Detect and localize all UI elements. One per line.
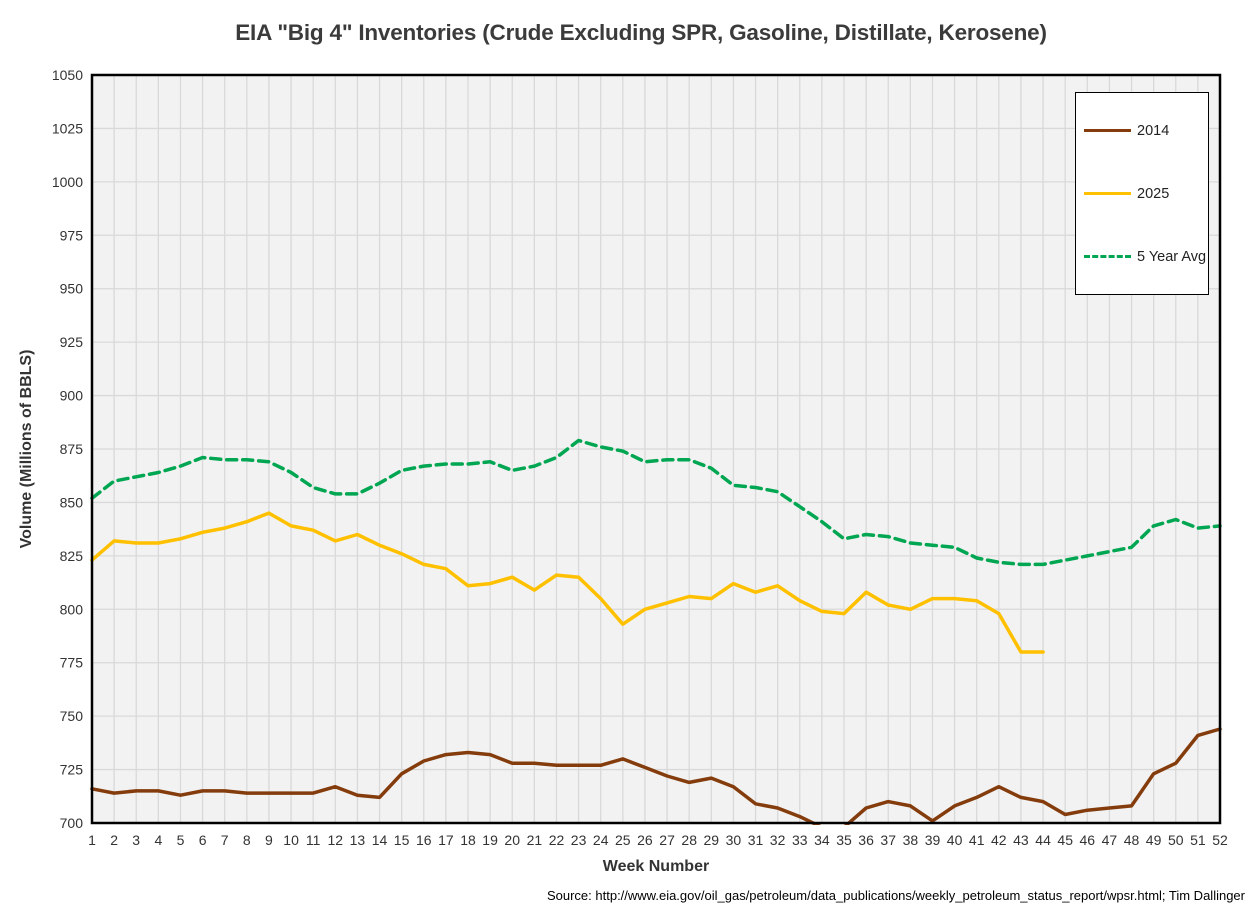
svg-text:17: 17 xyxy=(438,832,454,848)
gridlines xyxy=(91,74,1221,824)
x-axis-tick-labels: 1 2 3 4 5 6 7 8 9 10 11 12 13 14 15 16 17 18 19 20 21 22 23 24 2… xyxy=(88,832,1228,848)
svg-text:900: 900 xyxy=(60,388,84,404)
series-2014-line xyxy=(90,727,1222,825)
legend-line-5yr-avg xyxy=(1084,255,1131,258)
svg-text:10: 10 xyxy=(283,832,299,848)
svg-text:14: 14 xyxy=(372,832,388,848)
svg-text:31: 31 xyxy=(748,832,764,848)
svg-text:30: 30 xyxy=(726,832,742,848)
svg-text:29: 29 xyxy=(704,832,720,848)
svg-text:800: 800 xyxy=(60,601,84,617)
svg-text:11: 11 xyxy=(306,832,321,848)
svg-text:1000: 1000 xyxy=(52,174,83,190)
y-axis-tick-labels: 700 725 750 775 800 825 850 875 900 925 950 975 1000… xyxy=(52,67,83,831)
svg-text:875: 875 xyxy=(60,441,84,457)
svg-text:44: 44 xyxy=(1035,832,1051,848)
svg-text:5: 5 xyxy=(177,832,185,848)
legend-item-2025: 2025 xyxy=(1076,186,1208,202)
svg-text:2: 2 xyxy=(110,832,118,848)
svg-text:22: 22 xyxy=(549,832,565,848)
svg-text:47: 47 xyxy=(1102,832,1118,848)
svg-text:950: 950 xyxy=(60,281,84,297)
legend-label-2025: 2025 xyxy=(1137,185,1170,202)
svg-text:34: 34 xyxy=(814,832,830,848)
svg-text:49: 49 xyxy=(1146,832,1162,848)
legend-label-2014: 2014 xyxy=(1137,122,1170,139)
svg-text:33: 33 xyxy=(792,832,808,848)
legend-line-2014 xyxy=(1084,129,1131,132)
svg-text:28: 28 xyxy=(681,832,697,848)
svg-text:46: 46 xyxy=(1080,832,1096,848)
svg-text:45: 45 xyxy=(1057,832,1073,848)
svg-text:36: 36 xyxy=(858,832,874,848)
svg-text:6: 6 xyxy=(199,832,207,848)
svg-text:20: 20 xyxy=(504,832,520,848)
legend-label-5yr-avg: 5 Year Avg xyxy=(1137,248,1207,265)
series-5-year-avg-line xyxy=(90,438,1222,567)
plot-border xyxy=(90,73,1222,825)
svg-text:37: 37 xyxy=(880,832,896,848)
svg-text:850: 850 xyxy=(60,494,84,510)
svg-text:40: 40 xyxy=(947,832,963,848)
svg-text:7: 7 xyxy=(221,832,229,848)
chart-title: EIA "Big 4" Inventories (Crude Excluding… xyxy=(235,20,1047,45)
svg-text:51: 51 xyxy=(1190,832,1206,848)
svg-text:8: 8 xyxy=(243,832,251,848)
x-axis-title: Week Number xyxy=(602,858,710,875)
svg-text:12: 12 xyxy=(328,832,344,848)
legend: 2014 2025 5 Year Avg xyxy=(1075,92,1209,295)
svg-text:3: 3 xyxy=(132,832,140,848)
svg-text:925: 925 xyxy=(60,334,84,350)
source-note: Source: http://www.eia.gov/oil_gas/petro… xyxy=(546,888,1245,903)
svg-text:26: 26 xyxy=(637,832,653,848)
svg-text:25: 25 xyxy=(615,832,631,848)
svg-text:21: 21 xyxy=(527,832,543,848)
svg-text:725: 725 xyxy=(60,762,84,778)
svg-text:41: 41 xyxy=(969,832,985,848)
svg-text:1025: 1025 xyxy=(52,120,83,136)
svg-text:52: 52 xyxy=(1212,832,1228,848)
svg-text:9: 9 xyxy=(265,832,273,848)
svg-text:42: 42 xyxy=(991,832,1007,848)
svg-text:19: 19 xyxy=(482,832,498,848)
svg-text:18: 18 xyxy=(460,832,476,848)
svg-text:16: 16 xyxy=(416,832,432,848)
svg-text:24: 24 xyxy=(593,832,609,848)
svg-text:1050: 1050 xyxy=(52,67,83,83)
svg-text:1: 1 xyxy=(88,832,96,848)
svg-text:50: 50 xyxy=(1168,832,1184,848)
svg-text:23: 23 xyxy=(571,832,587,848)
svg-text:825: 825 xyxy=(60,548,84,564)
svg-text:32: 32 xyxy=(770,832,786,848)
svg-text:775: 775 xyxy=(60,655,84,671)
svg-text:27: 27 xyxy=(659,832,675,848)
legend-line-2025 xyxy=(1084,192,1131,195)
svg-text:750: 750 xyxy=(60,708,84,724)
legend-item-5yr-avg: 5 Year Avg xyxy=(1076,249,1208,265)
legend-item-2014: 2014 xyxy=(1076,123,1208,139)
svg-text:4: 4 xyxy=(155,832,163,848)
y-axis-title: Volume (Millions of BBLS) xyxy=(18,349,35,549)
svg-text:43: 43 xyxy=(1013,832,1029,848)
svg-text:48: 48 xyxy=(1124,832,1140,848)
svg-text:13: 13 xyxy=(350,832,366,848)
svg-text:15: 15 xyxy=(394,832,410,848)
series-2025-line xyxy=(90,511,1045,654)
svg-text:700: 700 xyxy=(60,815,84,831)
svg-text:39: 39 xyxy=(925,832,941,848)
svg-text:35: 35 xyxy=(836,832,852,848)
svg-text:975: 975 xyxy=(60,227,84,243)
svg-text:38: 38 xyxy=(903,832,919,848)
